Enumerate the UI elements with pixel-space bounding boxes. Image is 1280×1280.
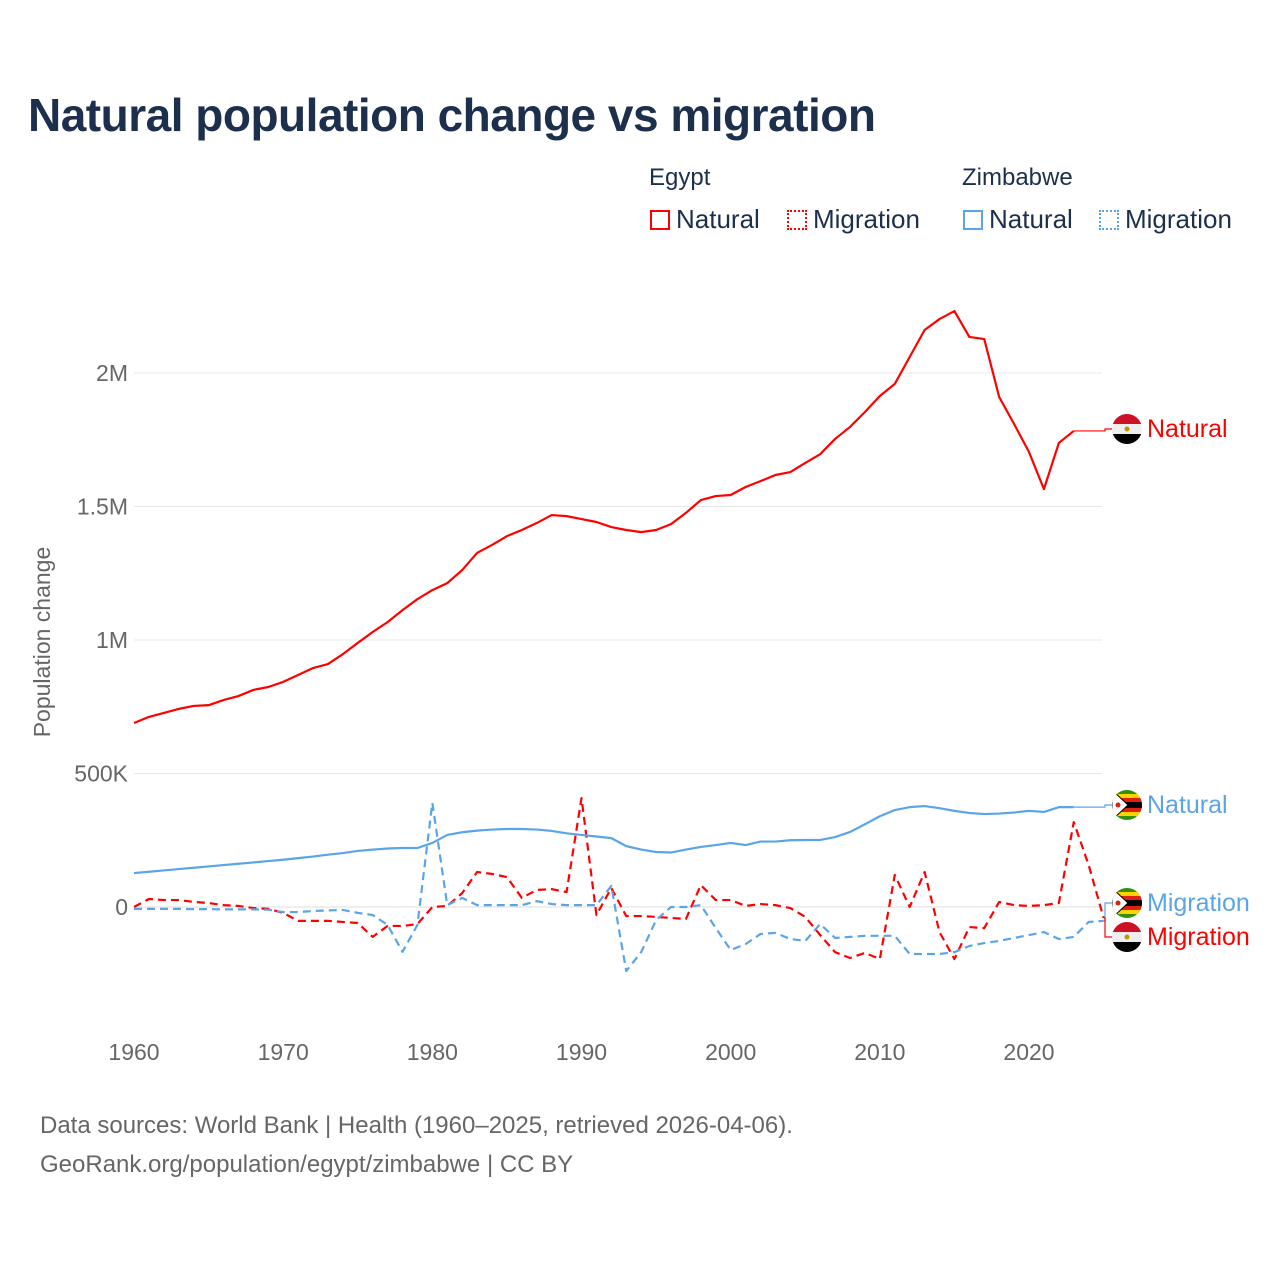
y-tick-label: 1.5M: [77, 494, 128, 520]
legend-zimbabwe-migration[interactable]: Migration: [1099, 204, 1232, 235]
series-line-zimbabwe-migration: [134, 801, 1104, 973]
x-tick-label: 1990: [556, 1039, 607, 1065]
footer: Data sources: World Bank | Health (1960–…: [40, 1106, 793, 1184]
legend-group-egypt: Egypt: [649, 164, 711, 191]
label-connector: [1073, 428, 1112, 432]
y-tick-label: 1M: [96, 627, 128, 653]
egypt-flag-icon: [1112, 414, 1142, 444]
legend-label: Natural: [989, 204, 1073, 234]
series-line-egypt-natural: [133, 309, 1075, 725]
label-connector: [1103, 902, 1112, 922]
y-tick-label: 500K: [74, 761, 128, 787]
legend-egypt-migration[interactable]: Migration: [787, 204, 920, 235]
series-line-egypt-migration: [133, 796, 1105, 961]
legend-swatch: [787, 209, 807, 230]
end-label-egypt-natural: Natural: [1147, 415, 1228, 443]
x-tick-label: 1980: [407, 1039, 458, 1065]
y-tick-label: 0: [115, 894, 128, 920]
x-tick-label: 2000: [705, 1039, 756, 1065]
end-label-zimbabwe-migration: Migration: [1147, 889, 1250, 917]
y-axis-label: Population change: [29, 547, 55, 738]
legend-group-zimbabwe: Zimbabwe: [962, 164, 1073, 191]
legend-label: Migration: [1125, 204, 1232, 234]
zimbabwe-flag-icon: [1112, 888, 1142, 918]
legend-swatch: [1099, 209, 1119, 230]
label-connector: [1103, 917, 1112, 938]
legend-swatch: [963, 209, 983, 230]
x-tick-label: 1970: [258, 1039, 309, 1065]
x-tick-label: 2010: [854, 1039, 905, 1065]
series-line-zimbabwe-natural: [133, 804, 1074, 875]
legend-swatch: [650, 209, 670, 230]
end-label-egypt-migration: Migration: [1147, 923, 1250, 951]
label-connector: [1073, 804, 1112, 808]
legend-label: Natural: [676, 204, 760, 234]
x-tick-label: 1960: [108, 1039, 159, 1065]
data-sources: Data sources: World Bank | Health (1960–…: [40, 1112, 793, 1139]
x-tick-label: 2020: [1003, 1039, 1054, 1065]
y-tick-label: 2M: [96, 360, 128, 386]
legend-zimbabwe-natural[interactable]: Natural: [963, 204, 1073, 235]
legend-label: Migration: [813, 204, 920, 234]
source-link[interactable]: GeoRank.org/population/egypt/zimbabwe | …: [40, 1151, 574, 1178]
chart-title: Natural population change vs migration: [28, 89, 876, 141]
egypt-flag-icon: [1112, 922, 1142, 952]
zimbabwe-flag-icon: [1112, 790, 1142, 820]
end-label-zimbabwe-natural: Natural: [1147, 791, 1228, 819]
legend-egypt-natural[interactable]: Natural: [650, 204, 760, 235]
